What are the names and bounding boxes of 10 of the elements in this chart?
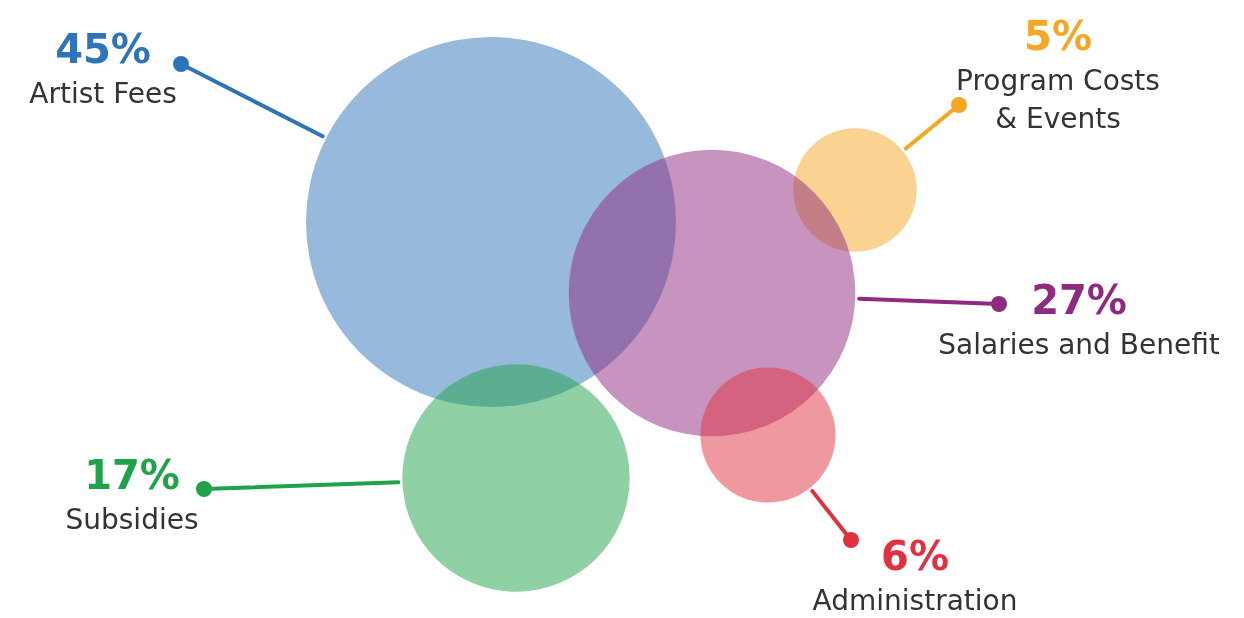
data-label: 6%	[881, 533, 949, 580]
data-label: 45%	[55, 26, 151, 73]
category-label: Artist Fees	[29, 77, 177, 111]
category-label: Administration	[812, 584, 1018, 618]
data-label: 27%	[1031, 277, 1127, 324]
category-label: Program Costs & Events	[956, 64, 1160, 136]
data-label: 5%	[1024, 13, 1092, 60]
data-label: 17%	[84, 452, 180, 499]
category-label: Salaries and Benefit	[938, 328, 1220, 362]
category-label: Subsidies	[65, 503, 199, 537]
